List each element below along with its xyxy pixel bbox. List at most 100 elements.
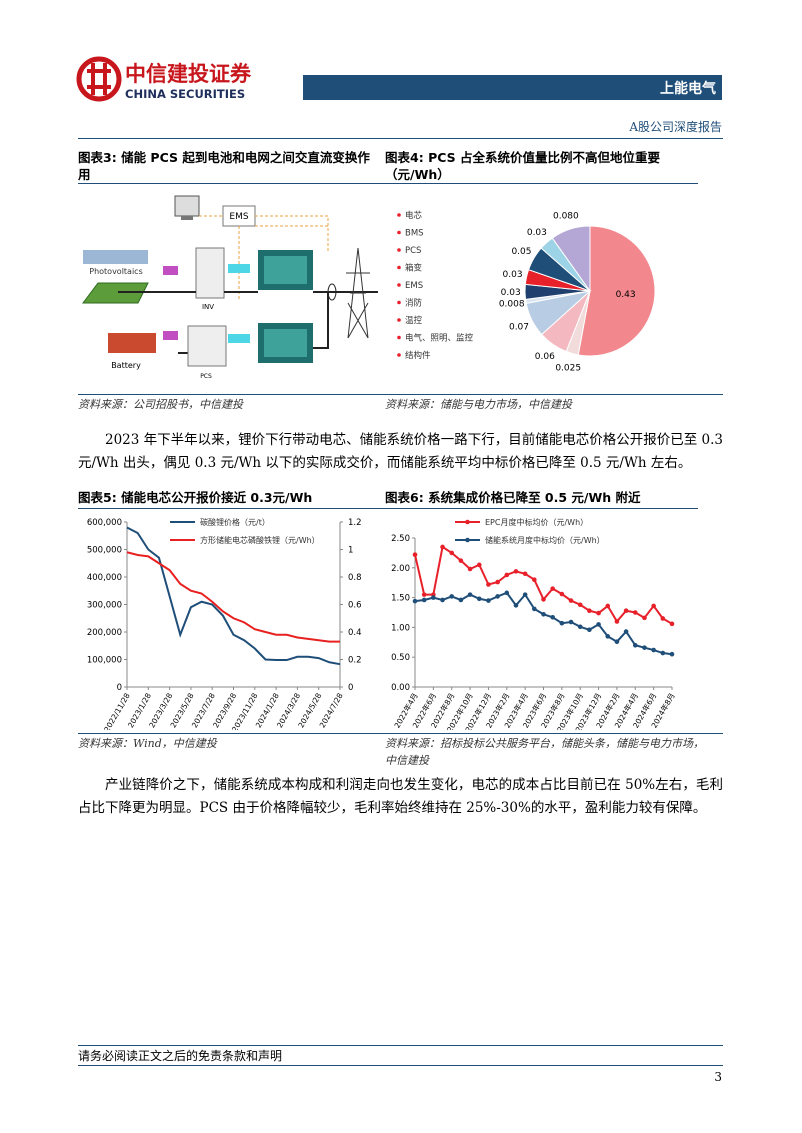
point [541, 597, 546, 602]
legend-label: 方形储能电芯磷酸铁锂（元/Wh） [200, 535, 320, 545]
y-tick-label: 500,000 [87, 546, 122, 556]
y-tick-label: 2.00 [391, 564, 410, 574]
point [605, 603, 611, 609]
point [431, 595, 436, 600]
figure-title-text: PCS 占全系统价值量比例不高但地位重要（元/Wh） [385, 150, 660, 182]
y2-tick-label: 0.2 [348, 656, 362, 666]
point [660, 616, 666, 621]
y2-tick-label: 1.2 [348, 518, 362, 528]
data-label: 0.008 [499, 300, 525, 310]
data-label: 0.06 [535, 352, 555, 362]
data-label: 0.07 [509, 322, 529, 332]
stock-name: 上能电气 [660, 81, 716, 97]
line-chart: 0 100,000 200,000 300,000 400,000 500,000 600,… [87, 517, 362, 730]
company-en: CHINA SECURITIES [125, 87, 245, 101]
point [669, 621, 675, 627]
legend-label: 温控 [405, 315, 423, 326]
point [412, 552, 418, 557]
point [513, 569, 519, 574]
point [449, 594, 455, 599]
rule [78, 508, 698, 509]
point [421, 592, 427, 597]
figure-label: 图表6: [385, 490, 424, 505]
point [632, 642, 638, 648]
data-label: 0.03 [527, 228, 547, 238]
point [476, 562, 482, 568]
legend-label: 箱变 [405, 263, 423, 274]
point [550, 614, 555, 620]
legend-label: BMS [405, 229, 424, 239]
paragraph: 产业链降价之下，储能系统成本构成和利润走向也发生变化，电芯的成本占比目前已在 5… [78, 777, 723, 816]
point [605, 634, 611, 639]
legend-label: 结构件 [405, 350, 431, 361]
y2-tick-label: 0.8 [348, 573, 362, 583]
rule [78, 394, 723, 395]
point [651, 647, 656, 653]
point [513, 603, 519, 608]
diagram-label: Photovoltaics [89, 267, 143, 276]
point [449, 550, 455, 556]
point [458, 597, 464, 603]
point [559, 591, 565, 597]
point [486, 598, 491, 603]
header-bar [303, 75, 722, 100]
line-chart: 0.000.501.001.502.002.502022年4月2022年6月20… [391, 517, 677, 730]
legend-swatch [465, 519, 470, 525]
legend-label: 消防 [405, 298, 423, 309]
rule [78, 733, 723, 734]
pie-slice [577, 225, 656, 357]
figure-title: 图表6: 系统集成价格已降至 0.5 元/Wh 附近 [385, 489, 705, 506]
rule [78, 1045, 723, 1046]
y2-tick-label: 0 [348, 683, 353, 693]
legend-swatch [397, 335, 401, 340]
y-tick-label: 200,000 [87, 628, 122, 638]
data-label: 0.43 [616, 290, 636, 300]
point [568, 598, 574, 603]
legend-swatch [397, 213, 401, 217]
legend-label: 电气、照明、监控 [405, 333, 474, 344]
y2-tick-label: 1 [348, 546, 353, 556]
y-tick-label: 600,000 [87, 518, 122, 528]
rule [78, 1065, 723, 1066]
source: 资料来源：储能与电力市场，中信建投 [385, 398, 572, 411]
point [467, 592, 473, 597]
legend-swatch [465, 537, 470, 543]
paragraph: 2023 年下半年以来，锂价下行带动电芯、储能系统价格一路下行，目前储能电芯价格… [78, 432, 723, 471]
point [495, 579, 500, 585]
series-line [126, 551, 340, 643]
point [458, 558, 464, 563]
point [577, 602, 583, 608]
point [467, 566, 473, 572]
figure-title-text: 系统集成价格已降至 0.5 元/Wh 附近 [428, 490, 641, 505]
figure-title: 图表3: 储能 PCS 起到电池和电网之间交直流变换作用 [78, 149, 378, 183]
point [532, 606, 537, 612]
diagram-label: PCS [200, 373, 212, 380]
legend-swatch [397, 353, 401, 357]
point [587, 627, 592, 633]
diagram-label: INV [202, 303, 214, 311]
point [440, 597, 445, 603]
legend-label: EMS [405, 281, 423, 291]
point [596, 610, 601, 616]
y-tick-label: 2.50 [391, 534, 410, 544]
point [632, 610, 638, 615]
figure-label: 图表4: [385, 150, 424, 165]
legend-label: 储能系统月度中标均价（元/Wh） [485, 535, 605, 545]
point [642, 645, 647, 650]
point [623, 608, 629, 614]
pie-slice [551, 225, 591, 293]
legend-swatch [397, 318, 401, 322]
data-label: 0.025 [555, 363, 581, 373]
source: 资料来源：公司招股书，中信建投 [78, 398, 243, 411]
y-tick-label: 0.00 [391, 683, 410, 693]
y-tick-label: 400,000 [87, 573, 122, 583]
y-tick-label: 100,000 [87, 656, 122, 666]
point [614, 619, 620, 624]
y2-tick-label: 0.4 [348, 628, 362, 638]
figure-title-text: 储能 PCS 起到电池和电网之间交直流变换作用 [78, 150, 370, 182]
point [587, 608, 592, 614]
point [476, 596, 482, 602]
source: 资料来源：招标投标公共服务平台，储能头条，储能与电力市场，中信建投 [385, 737, 704, 767]
legend-swatch [397, 283, 401, 287]
